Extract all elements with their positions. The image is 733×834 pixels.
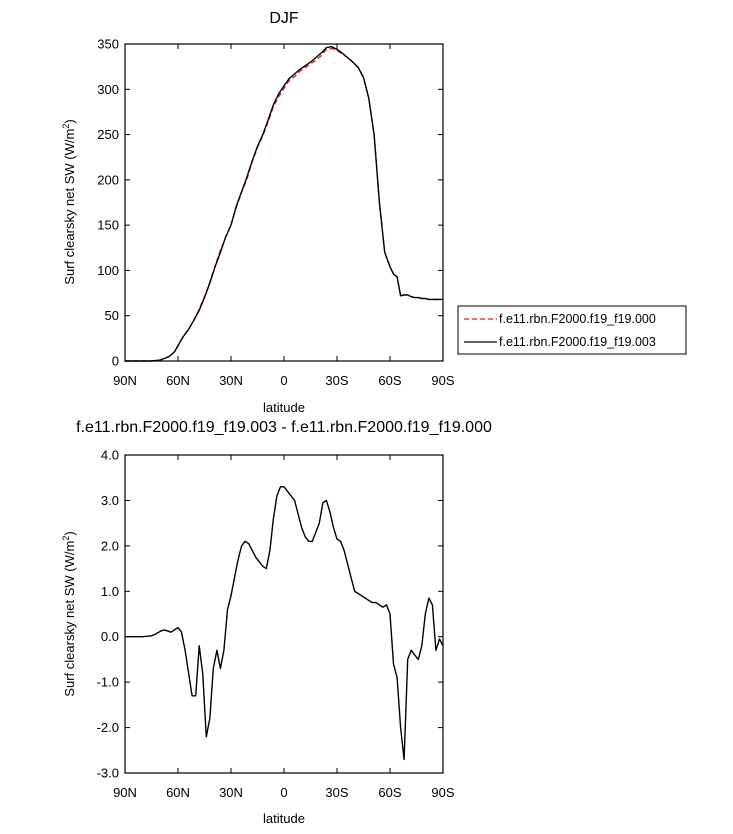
x-tick-label: 60N [166, 373, 190, 388]
y-tick-label: 2.0 [101, 538, 119, 553]
y-axis-label: Surf clearsky net SW (W/m2) [61, 119, 77, 284]
chart-title: f.e11.rbn.F2000.f19_f19.003 - f.e11.rbn.… [76, 419, 492, 436]
legend-label-003: f.e11.rbn.F2000.f19_f19.003 [499, 335, 656, 349]
y-tick-label: 1.0 [101, 584, 119, 599]
series-line-0 [125, 486, 444, 761]
y-tick-label: -3.0 [97, 766, 119, 781]
y-tick-labels: -3.0 -2.0 -1.0 0.0 1.0 2.0 3.0 4.0 [97, 448, 119, 781]
chart-top-djf: DJF 0 50 100 150 200 250 300 350 90N 60N 30N 0 30S 6… [61, 10, 687, 415]
series-line-0 [125, 47, 443, 362]
x-tick-label: 90S [431, 373, 454, 388]
x-tick-label: 60S [378, 785, 401, 800]
y-axis-label: Surf clearsky net SW (W/m2) [61, 531, 77, 696]
y-axis-label-close: ) [62, 119, 77, 123]
y-tick-label: 300 [97, 82, 119, 97]
plot-frame [124, 43, 444, 362]
legend-box [457, 305, 687, 355]
x-tick-label: 90S [431, 785, 454, 800]
x-tick-label: 60N [166, 785, 190, 800]
x-tick-label: 0 [280, 373, 287, 388]
series-lines [125, 486, 444, 761]
y-axis-label-sup: 2 [61, 536, 71, 541]
legend-label-000: f.e11.rbn.F2000.f19_f19.000 [499, 312, 656, 326]
y-tick-label: 0 [112, 354, 119, 369]
x-axis-label: latitude [263, 400, 305, 415]
tick-marks [124, 43, 444, 362]
x-tick-labels: 90N 60N 30N 0 30S 60S 90S [113, 785, 455, 800]
y-tick-label: 0.0 [101, 629, 119, 644]
y-axis-label-close: ) [62, 531, 77, 535]
legend: f.e11.rbn.F2000.f19_f19.000 f.e11.rbn.F2… [457, 305, 687, 355]
x-axis-label: latitude [263, 811, 305, 826]
y-tick-label: 250 [97, 127, 119, 142]
chart-bottom-difference: f.e11.rbn.F2000.f19_f19.003 - f.e11.rbn.… [61, 419, 492, 826]
y-tick-label: 50 [105, 308, 119, 323]
x-tick-labels: 90N 60N 30N 0 30S 60S 90S [113, 373, 455, 388]
x-tick-label: 30S [325, 373, 348, 388]
y-axis-label-main: Surf clearsky net SW (W/m [62, 129, 77, 285]
plot-frame [124, 454, 444, 774]
y-tick-label: 100 [97, 263, 119, 278]
x-tick-label: 90N [113, 785, 137, 800]
y-tick-label: -2.0 [97, 720, 119, 735]
series-line-1 [125, 46, 443, 362]
y-tick-label: 3.0 [101, 493, 119, 508]
x-tick-label: 0 [280, 785, 287, 800]
y-tick-label: 150 [97, 218, 119, 233]
y-tick-label: 350 [97, 37, 119, 52]
y-tick-labels: 0 50 100 150 200 250 300 350 [97, 37, 119, 369]
y-tick-label: -1.0 [97, 675, 119, 690]
series-lines [125, 46, 443, 362]
tick-marks [124, 454, 444, 774]
x-tick-label: 30N [219, 373, 243, 388]
y-axis-label-main: Surf clearsky net SW (W/m [62, 541, 77, 697]
y-tick-label: 200 [97, 172, 119, 187]
x-tick-label: 60S [378, 373, 401, 388]
chart-title: DJF [269, 10, 299, 27]
x-tick-label: 90N [113, 373, 137, 388]
x-tick-label: 30S [325, 785, 348, 800]
y-axis-label-sup: 2 [61, 124, 71, 129]
x-tick-label: 30N [219, 785, 243, 800]
y-tick-label: 4.0 [101, 448, 119, 463]
